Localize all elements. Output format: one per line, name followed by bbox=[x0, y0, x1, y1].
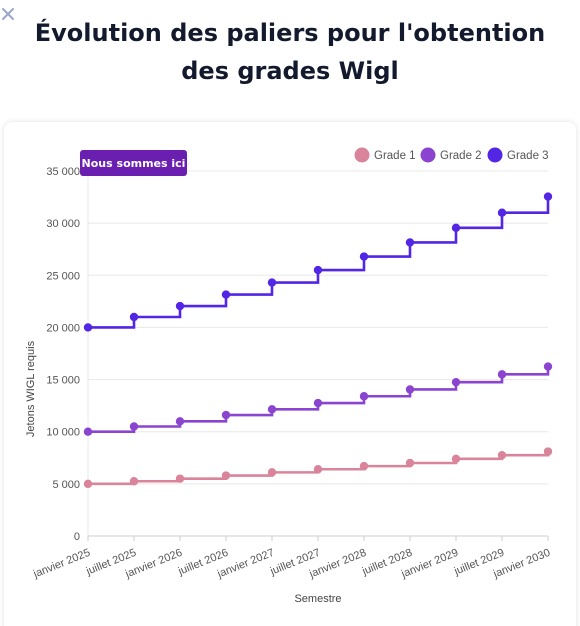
y-axis-title: Jetons WIGL requis bbox=[25, 340, 37, 437]
data-point[interactable] bbox=[221, 410, 231, 420]
step-line-chart: Jetons WIGL requis Semestre 0 5 000 10 000… bbox=[25, 147, 553, 605]
data-point[interactable] bbox=[405, 385, 415, 394]
y-tick-label: 20 000 bbox=[46, 322, 80, 334]
legend-swatch bbox=[487, 147, 503, 163]
data-point[interactable] bbox=[221, 471, 231, 480]
data-point[interactable] bbox=[83, 479, 93, 489]
y-tick-label: 35 000 bbox=[46, 166, 80, 178]
data-point[interactable] bbox=[497, 450, 507, 460]
x-axis-title: Semestre bbox=[294, 593, 341, 605]
modal-title: Évolution des paliers pour l'obtention d… bbox=[34, 19, 546, 85]
data-point[interactable] bbox=[83, 323, 93, 332]
close-icon[interactable] bbox=[0, 6, 16, 22]
chart-card: Jetons WIGL requis Semestre 0 5 000 10 000… bbox=[4, 122, 576, 626]
data-point[interactable] bbox=[267, 278, 277, 287]
legend-label: Grade 3 bbox=[507, 150, 549, 162]
data-point[interactable] bbox=[267, 405, 277, 414]
legend-item-grade-2[interactable]: Grade 2 bbox=[420, 147, 482, 163]
grid bbox=[87, 170, 549, 541]
data-point[interactable] bbox=[497, 208, 507, 217]
data-point[interactable] bbox=[405, 458, 415, 468]
data-point[interactable] bbox=[175, 417, 185, 426]
data-point[interactable] bbox=[313, 465, 323, 474]
series-grade-2 bbox=[83, 362, 553, 436]
y-tick-label: 0 bbox=[74, 531, 80, 543]
data-point[interactable] bbox=[543, 362, 553, 371]
data-point[interactable] bbox=[129, 312, 139, 322]
data-point[interactable] bbox=[313, 265, 323, 275]
legend-item-grade-3[interactable]: Grade 3 bbox=[487, 147, 549, 163]
data-point[interactable] bbox=[129, 422, 139, 431]
y-tick-label: 30 000 bbox=[46, 218, 80, 230]
y-tick-label: 25 000 bbox=[46, 270, 80, 282]
data-point[interactable] bbox=[267, 468, 277, 477]
data-point[interactable] bbox=[175, 474, 185, 483]
legend-item-grade-1[interactable]: Grade 1 bbox=[354, 147, 416, 163]
series-line bbox=[88, 196, 550, 329]
badge-background bbox=[80, 150, 187, 176]
data-point[interactable] bbox=[83, 427, 93, 436]
data-point[interactable] bbox=[175, 301, 185, 311]
data-point[interactable] bbox=[129, 477, 139, 486]
legend-swatch bbox=[420, 147, 436, 163]
series-grade-3 bbox=[83, 192, 553, 332]
data-point[interactable] bbox=[543, 192, 553, 201]
badge-label: Nous sommes ici bbox=[82, 157, 186, 170]
legend-label: Grade 1 bbox=[374, 150, 416, 162]
legend[interactable]: Grade 1 Grade 2 Grade 3 bbox=[354, 147, 549, 163]
data-point[interactable] bbox=[359, 392, 369, 401]
series bbox=[83, 192, 553, 489]
data-point[interactable] bbox=[451, 454, 461, 464]
now-marker-badge: Nous sommes ici bbox=[80, 150, 187, 176]
data-point[interactable] bbox=[405, 238, 415, 247]
y-tick-label: 10 000 bbox=[46, 427, 80, 439]
y-tick-label: 15 000 bbox=[46, 375, 80, 387]
legend-swatch bbox=[354, 147, 370, 163]
data-point[interactable] bbox=[221, 290, 231, 299]
y-tick-label: 5 000 bbox=[52, 479, 80, 491]
data-point[interactable] bbox=[451, 223, 461, 233]
data-point[interactable] bbox=[543, 447, 553, 456]
data-point[interactable] bbox=[359, 461, 369, 471]
data-point[interactable] bbox=[313, 398, 323, 408]
legend-label: Grade 2 bbox=[440, 150, 482, 162]
x-tick-label: janvier 2025 bbox=[31, 547, 92, 581]
data-point[interactable] bbox=[359, 252, 369, 261]
data-point[interactable] bbox=[497, 370, 507, 379]
data-point[interactable] bbox=[451, 377, 461, 387]
series-grade-1 bbox=[83, 447, 553, 489]
axes: Jetons WIGL requis Semestre 0 5 000 10 000… bbox=[25, 166, 552, 605]
